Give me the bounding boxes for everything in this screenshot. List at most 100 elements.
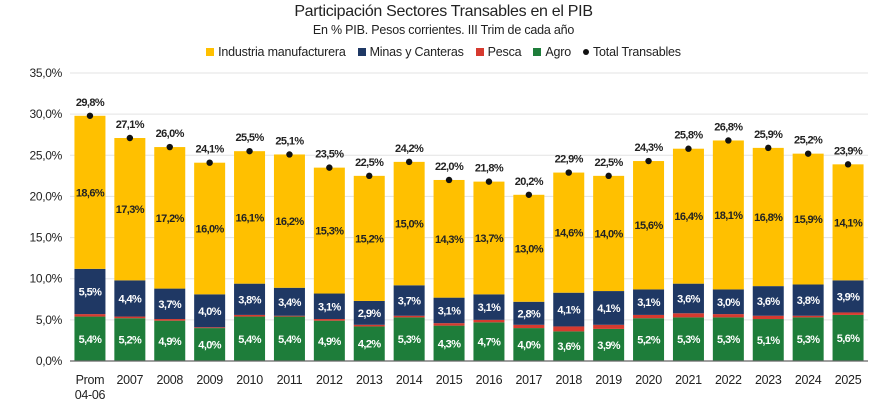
bar-segment [234, 314, 266, 317]
total-label: 25,1% [275, 135, 304, 147]
total-marker [485, 178, 493, 185]
bar-segment [513, 328, 545, 361]
data-label: 14,6% [555, 228, 584, 240]
legend-label: Pesca [487, 45, 522, 59]
bar-segment [633, 289, 665, 315]
data-label: 3,0% [717, 297, 740, 309]
bar-segment [433, 179, 465, 298]
bar-segment [553, 326, 585, 332]
data-label: 3,4% [278, 297, 301, 309]
total-label: 22,5% [595, 157, 624, 169]
x-tick-label: 2022 [715, 373, 742, 387]
bar-segment [74, 316, 106, 361]
data-label: 16,2% [275, 216, 304, 228]
bar-segment [593, 324, 625, 329]
y-tick-label: 35,0% [29, 66, 62, 80]
bar-segment [313, 319, 345, 321]
data-label: 15,3% [315, 226, 344, 238]
legend-label: Agro [545, 45, 571, 59]
bar-segment [752, 147, 784, 287]
total-marker [286, 151, 293, 158]
total-marker [445, 176, 453, 184]
data-label: 5,3% [717, 334, 740, 346]
bar-segment [194, 327, 226, 329]
total-marker [605, 172, 612, 180]
bar-segment [633, 318, 665, 361]
data-label: 15,9% [794, 214, 823, 226]
bar-segment [553, 331, 585, 361]
bar-segment [832, 314, 864, 361]
total-label: 24,1% [196, 144, 225, 156]
x-tick-label: Prom [76, 373, 105, 387]
bar-segment [792, 315, 824, 318]
data-label: 17,2% [156, 213, 185, 225]
bar-segment [672, 313, 704, 318]
legend-agro: Agro [533, 45, 571, 59]
data-label: 4,1% [557, 305, 580, 317]
data-label: 5,3% [797, 334, 820, 346]
x-tick-label: 2025 [835, 373, 862, 387]
bar-segment [752, 286, 784, 316]
total-label: 25,5% [235, 132, 264, 144]
data-label: 3,1% [318, 301, 341, 313]
data-label: 5,2% [119, 335, 142, 347]
bar-segment [832, 164, 864, 281]
bar-segment [513, 194, 545, 302]
bar-segment [353, 324, 385, 327]
legend-industria: Industria manufacturera [206, 45, 346, 59]
y-tick-label: 10,0% [29, 272, 62, 286]
data-label: 3,6% [677, 293, 700, 305]
bar-segment [712, 140, 744, 290]
total-label: 22,0% [435, 161, 464, 173]
data-label: 4,2% [358, 339, 381, 351]
data-label: 5,4% [238, 334, 261, 346]
data-label: 3,9% [597, 340, 620, 352]
data-label: 14,1% [834, 217, 863, 229]
total-label: 29,8% [76, 97, 105, 109]
x-tick-label: 2007 [117, 373, 144, 387]
y-tick-label: 30,0% [29, 107, 62, 121]
legend-swatch [206, 48, 215, 56]
total-marker [565, 169, 572, 176]
data-label: 5,5% [79, 286, 102, 298]
bar-segment [633, 314, 665, 319]
x-tick-label: 2023 [755, 373, 782, 387]
total-marker [366, 172, 373, 180]
bar-segment [792, 284, 824, 316]
x-tick-label: 2009 [196, 373, 223, 387]
bar-segment [273, 154, 305, 288]
bar-segment [234, 283, 266, 315]
data-label: 5,3% [398, 334, 421, 346]
bar-segment [234, 316, 266, 361]
bar-segment [194, 328, 226, 361]
bar-segment [353, 326, 385, 361]
x-tick-label: 2019 [595, 373, 622, 387]
data-label: 13,0% [515, 243, 544, 255]
total-label: 23,5% [315, 149, 344, 161]
x-tick-label: 2018 [555, 373, 582, 387]
bar-segment [114, 138, 146, 281]
data-label: 18,6% [76, 187, 105, 199]
bar-segment [712, 317, 744, 361]
bar-segment [74, 268, 106, 315]
bar-segment [752, 319, 784, 361]
bar-segment [154, 320, 186, 361]
bar-segment [513, 324, 545, 329]
bar-segment [393, 315, 425, 318]
total-marker [86, 112, 94, 119]
data-label: 5,2% [637, 335, 660, 347]
bar-segment [234, 151, 266, 284]
data-label: 16,4% [674, 211, 703, 223]
x-tick-label: 04-06 [75, 388, 106, 402]
bar-segment [553, 292, 585, 327]
bar-segment [593, 175, 625, 292]
total-marker [645, 157, 652, 165]
bar-segment [114, 318, 146, 361]
bar-segment [593, 291, 625, 325]
data-label: 4,0% [198, 306, 221, 318]
data-label: 3,6% [557, 341, 580, 353]
bar-segment [553, 172, 585, 293]
bar-segment [672, 317, 704, 361]
x-tick-label: 2020 [635, 373, 662, 387]
data-label: 14,3% [435, 234, 464, 246]
